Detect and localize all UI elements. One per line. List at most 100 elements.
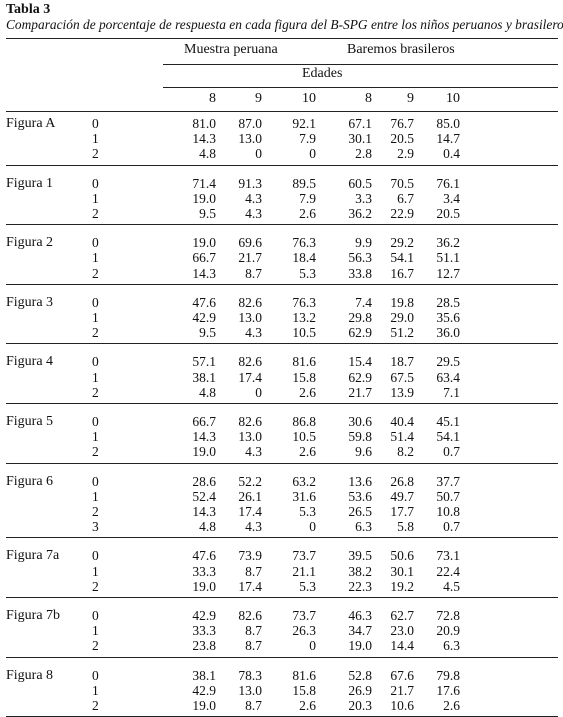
table-cell: 81.6 <box>292 354 316 370</box>
table-cell: 8.7 <box>245 623 262 639</box>
table-cell: 17.6 <box>436 682 460 698</box>
table-cell: 4.8 <box>199 519 216 535</box>
figure-label: Figura 7b <box>6 608 61 623</box>
table-cell: 8.7 <box>245 698 262 713</box>
response-code: 0 <box>92 667 99 683</box>
table-cell: 50.7 <box>436 488 460 504</box>
table-cell: 52.2 <box>238 473 262 489</box>
table-cell: 19.0 <box>192 444 216 460</box>
table-cell: 42.9 <box>192 682 216 698</box>
response-code: 0 <box>92 354 99 370</box>
table-cell: 18.7 <box>390 354 414 370</box>
table-cell: 15.8 <box>292 369 316 385</box>
table-cell: 13.6 <box>348 473 372 489</box>
table-cell: 30.1 <box>348 131 372 147</box>
table-cell: 56.3 <box>348 250 372 266</box>
table-cell: 0 <box>309 519 316 535</box>
table-cell: 47.6 <box>192 548 216 564</box>
group-header-peru: Muestra peruana <box>184 42 278 57</box>
table-cell: 5.3 <box>299 578 316 594</box>
table-cell: 2.6 <box>299 206 316 221</box>
table-cell: 6.7 <box>397 190 414 206</box>
table-cell: 62.7 <box>390 608 414 623</box>
table-cell: 66.7 <box>192 414 216 429</box>
figure-label: Figura 2 <box>6 235 54 251</box>
table-cell: 82.6 <box>238 414 262 429</box>
response-code: 0 <box>92 473 99 489</box>
table-cell: 6.3 <box>443 638 460 654</box>
table-cell: 5.3 <box>299 265 316 281</box>
table-cell: 54.1 <box>436 429 460 445</box>
response-code: 0 <box>92 235 99 251</box>
table-cell: 9.9 <box>355 235 372 251</box>
table-cell: 35.6 <box>436 310 460 325</box>
table-cell: 10.5 <box>292 429 316 445</box>
group-separator <box>6 462 558 464</box>
table-cell: 23.0 <box>390 623 414 639</box>
age-header: 9 <box>255 91 262 106</box>
table-cell: 52.4 <box>192 488 216 504</box>
table-cell: 36.0 <box>436 325 460 341</box>
table-cell: 14.7 <box>436 131 460 147</box>
table-cell: 4.3 <box>245 190 262 206</box>
table-cell: 22.9 <box>390 206 414 221</box>
table-cell: 9.6 <box>355 444 372 460</box>
response-code: 0 <box>92 414 99 429</box>
table-cell: 78.3 <box>238 667 262 683</box>
response-code: 3 <box>92 519 99 535</box>
table-cell: 82.6 <box>238 354 262 370</box>
table-cell: 73.9 <box>238 548 262 564</box>
table-cell: 38.1 <box>192 369 216 385</box>
table-cell: 0.7 <box>443 444 460 460</box>
table-cell: 3.4 <box>443 190 460 206</box>
table-cell: 14.3 <box>192 131 216 147</box>
table-cell: 26.5 <box>348 504 372 519</box>
table-cell: 37.7 <box>436 473 460 489</box>
table-cell: 36.2 <box>348 206 372 221</box>
figure-label: Figura 1 <box>6 175 54 191</box>
table-cell: 54.1 <box>390 250 414 266</box>
table-cell: 4.3 <box>245 519 262 535</box>
table-cell: 60.5 <box>348 175 372 191</box>
figure-label: Figura 8 <box>6 667 54 683</box>
response-code: 1 <box>92 131 99 147</box>
table-cell: 33.8 <box>348 265 372 281</box>
table-cell: 19.0 <box>348 638 372 654</box>
ages-label: Edades <box>302 66 343 81</box>
group-separator <box>6 343 558 345</box>
table-cell: 10.8 <box>436 504 460 519</box>
response-code: 2 <box>92 325 99 341</box>
table-cell: 85.0 <box>436 116 460 131</box>
figure-label: Figura 6 <box>6 473 54 489</box>
group-separator <box>6 656 558 658</box>
table-cell: 51.4 <box>390 429 414 445</box>
table-cell: 17.4 <box>238 578 262 594</box>
table-cell: 4.8 <box>199 146 216 162</box>
table-cell: 22.3 <box>348 578 372 594</box>
figure-label: Figura 3 <box>6 294 54 310</box>
response-code: 0 <box>92 116 99 131</box>
table-cell: 81.0 <box>192 116 216 131</box>
response-code: 2 <box>92 504 99 519</box>
group-separator <box>6 537 558 539</box>
group-separator <box>6 403 558 404</box>
response-code: 2 <box>92 384 99 400</box>
figure-label: Figura 7a <box>6 548 60 564</box>
table-cell: 29.5 <box>436 354 460 370</box>
table-cell: 20.5 <box>390 131 414 147</box>
table-cell: 49.7 <box>390 488 414 504</box>
table-cell: 22.4 <box>436 563 460 579</box>
table-cell: 6.3 <box>355 519 372 535</box>
table-cell: 29.2 <box>390 235 414 251</box>
response-code: 0 <box>92 294 99 310</box>
table-cell: 45.1 <box>436 414 460 429</box>
response-code: 0 <box>92 608 99 623</box>
response-code: 0 <box>92 175 99 191</box>
table-cell: 29.8 <box>348 310 372 325</box>
table-cell: 53.6 <box>348 488 372 504</box>
table-cell: 63.2 <box>292 473 316 489</box>
table-cell: 19.2 <box>390 578 414 594</box>
table-cell: 2.6 <box>299 698 316 713</box>
table-cell: 13.0 <box>238 682 262 698</box>
